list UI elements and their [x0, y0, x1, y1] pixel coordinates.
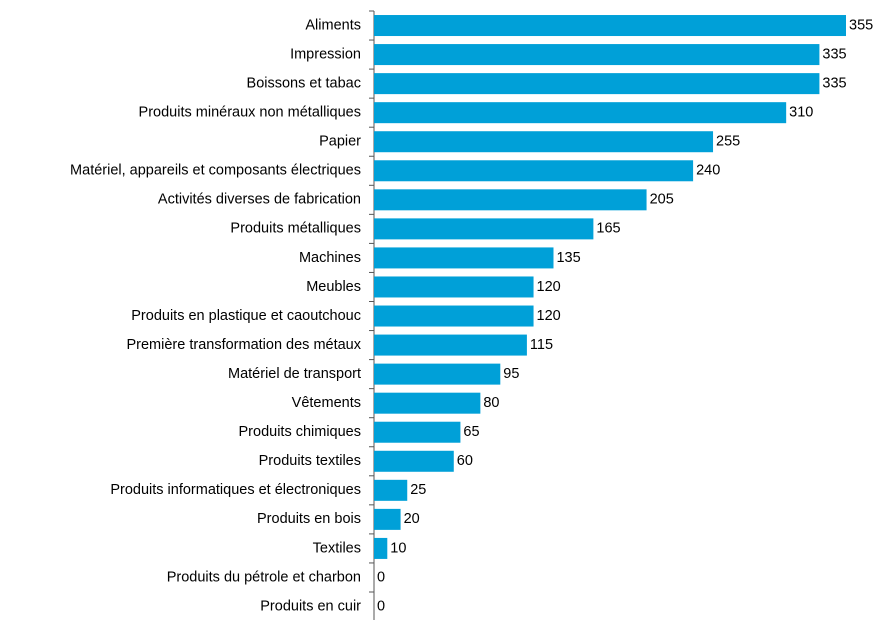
value-label: 135 [556, 250, 580, 266]
bar [374, 537, 388, 559]
bar [374, 131, 714, 153]
category-label: Produits en plastique et caoutchouc [131, 308, 361, 324]
bar [374, 218, 594, 240]
category-label: Impression [290, 46, 361, 62]
value-label: 120 [537, 279, 561, 295]
bar [374, 102, 787, 124]
category-label: Activités diverses de fabrication [158, 192, 361, 208]
value-label: 65 [463, 424, 479, 440]
bar [374, 450, 454, 472]
bar [374, 160, 694, 182]
bar [374, 334, 527, 356]
value-label: 355 [849, 17, 873, 33]
value-label: 310 [789, 105, 813, 121]
bar [374, 44, 820, 66]
bar [374, 479, 408, 501]
category-label: Machines [299, 250, 361, 266]
bar [374, 392, 481, 414]
category-label: Produits métalliques [230, 221, 361, 237]
value-label: 60 [457, 453, 473, 469]
bar [374, 276, 534, 298]
category-label: Aliments [305, 17, 361, 33]
value-label: 205 [650, 192, 674, 208]
value-label: 335 [822, 75, 846, 91]
value-label: 20 [404, 511, 420, 527]
category-label: Produits textiles [259, 453, 361, 469]
value-label: 335 [822, 46, 846, 62]
category-label: Produits en cuir [260, 598, 361, 614]
value-label: 165 [596, 221, 620, 237]
category-label: Matériel de transport [228, 366, 361, 382]
category-label: Vêtements [292, 395, 361, 411]
bar [374, 305, 534, 327]
category-label: Produits du pétrole et charbon [167, 569, 361, 585]
category-label: Matériel, appareils et composants électr… [70, 163, 361, 179]
bar [374, 73, 820, 95]
bar [374, 363, 501, 385]
category-label: Boissons et tabac [247, 75, 361, 91]
value-label: 240 [696, 163, 720, 179]
bar [374, 508, 401, 530]
category-label: Produits informatiques et électroniques [110, 482, 361, 498]
value-label: 0 [377, 569, 385, 585]
category-label: Papier [319, 134, 361, 150]
category-label: Produits en bois [257, 511, 361, 527]
category-label: Première transformation des métaux [126, 337, 361, 353]
value-label: 255 [716, 134, 740, 150]
bar [374, 189, 647, 211]
category-label: Textiles [313, 540, 361, 556]
bar [374, 15, 846, 37]
value-label: 10 [390, 540, 406, 556]
category-label: Meubles [306, 279, 361, 295]
value-label: 95 [503, 366, 519, 382]
value-label: 120 [537, 308, 561, 324]
bar [374, 247, 554, 269]
value-label: 115 [530, 337, 553, 353]
category-label: Produits minéraux non métalliques [139, 105, 361, 121]
value-label: 80 [483, 395, 499, 411]
value-label: 0 [377, 598, 385, 614]
category-label: Produits chimiques [239, 424, 362, 440]
bar [374, 421, 461, 443]
value-label: 25 [410, 482, 426, 498]
